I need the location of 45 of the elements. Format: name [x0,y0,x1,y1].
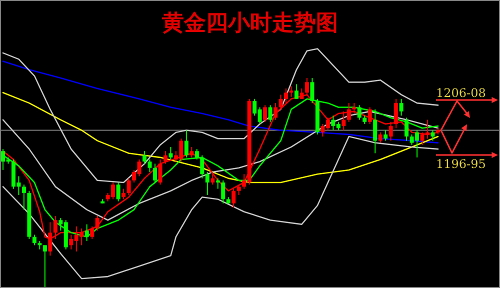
candlestick [142,150,147,164]
candlestick [342,110,346,131]
candlestick [221,180,226,204]
candlestick [205,172,210,196]
candlestick [116,182,120,202]
candlestick [216,178,220,190]
candlestick [210,174,215,186]
chart-title: 黄金四小时走势图 [161,10,338,36]
candlestick [274,102,278,120]
candlestick [357,104,362,120]
candlestick [163,150,168,164]
candlestick [394,98,398,129]
candlestick [404,117,409,142]
candlestick [152,163,157,183]
candlestick [184,130,188,158]
candlestick [190,146,194,158]
candlestick [168,146,173,160]
candlestick [420,132,424,146]
candlestick [194,148,199,160]
candlestick [378,132,382,144]
candlestick [95,215,100,232]
candlestick [399,98,404,116]
annotation: 1206-08 [436,86,486,100]
candlestick [200,154,204,179]
candlestick [232,188,236,208]
candlestick [384,130,388,142]
candlestick [346,102,351,122]
candlestick [426,119,430,140]
candlestick [388,121,393,142]
candlestick [42,244,47,288]
annotation: 1196-95 [436,157,486,171]
candlestick [368,106,372,124]
candlestick [294,84,298,100]
candlestick [148,159,152,173]
candlestick [22,184,26,210]
candlestick [373,108,378,154]
candlestick [430,130,435,142]
candlestick [122,188,126,200]
candlestick [268,104,272,122]
candlestick [236,184,241,196]
candlestick [263,104,268,122]
candlestick [126,178,131,196]
candlestick [32,234,36,246]
candlestick [158,159,162,186]
candlestick [352,102,356,114]
